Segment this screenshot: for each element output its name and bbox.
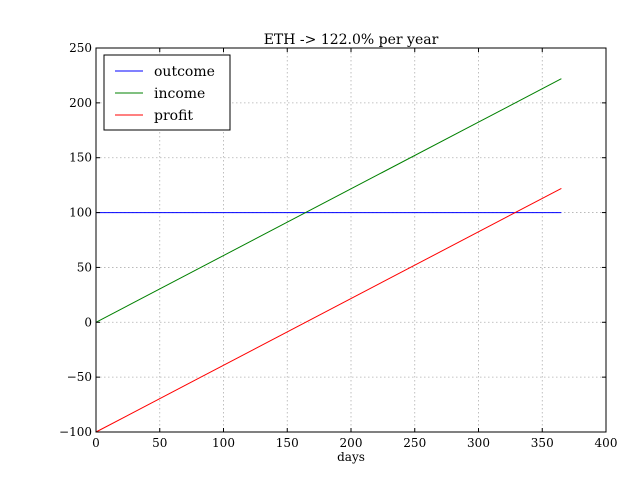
tick-labels: 0 50 100 150 200 250 300 350 400 −100 −50 0 50 100 150…	[59, 41, 617, 450]
x-tick-label: 200	[340, 436, 363, 450]
x-tick-label: 400	[595, 436, 618, 450]
legend-label-outcome: outcome	[154, 64, 215, 80]
series-line-profit	[95, 187, 562, 433]
series-line-income	[95, 78, 562, 323]
y-tick-label: −100	[59, 425, 92, 439]
x-tick-label: 350	[531, 436, 554, 450]
y-tick-label: 0	[84, 315, 92, 329]
x-tick-label: 150	[276, 436, 299, 450]
x-tick-label: 0	[92, 436, 100, 450]
x-axis-label: days	[337, 450, 365, 464]
legend-label-profit: profit	[154, 108, 193, 124]
y-tick-label: −50	[67, 370, 92, 384]
y-tick-label: 250	[69, 41, 92, 55]
series-lines	[95, 78, 562, 433]
legend: outcome income profit	[103, 54, 231, 131]
x-tick-label: 250	[403, 436, 426, 450]
y-tick-label: 50	[77, 260, 92, 274]
x-tick-label: 100	[212, 436, 235, 450]
chart-title: ETH -> 122.0% per year	[264, 32, 439, 48]
y-tick-label: 150	[69, 151, 92, 165]
y-tick-label: 100	[69, 206, 92, 220]
x-tick-label: 300	[467, 436, 490, 450]
legend-label-income: income	[154, 86, 205, 102]
x-tick-label: 50	[152, 436, 167, 450]
y-tick-label: 200	[69, 96, 92, 110]
ticks	[95, 47, 607, 433]
